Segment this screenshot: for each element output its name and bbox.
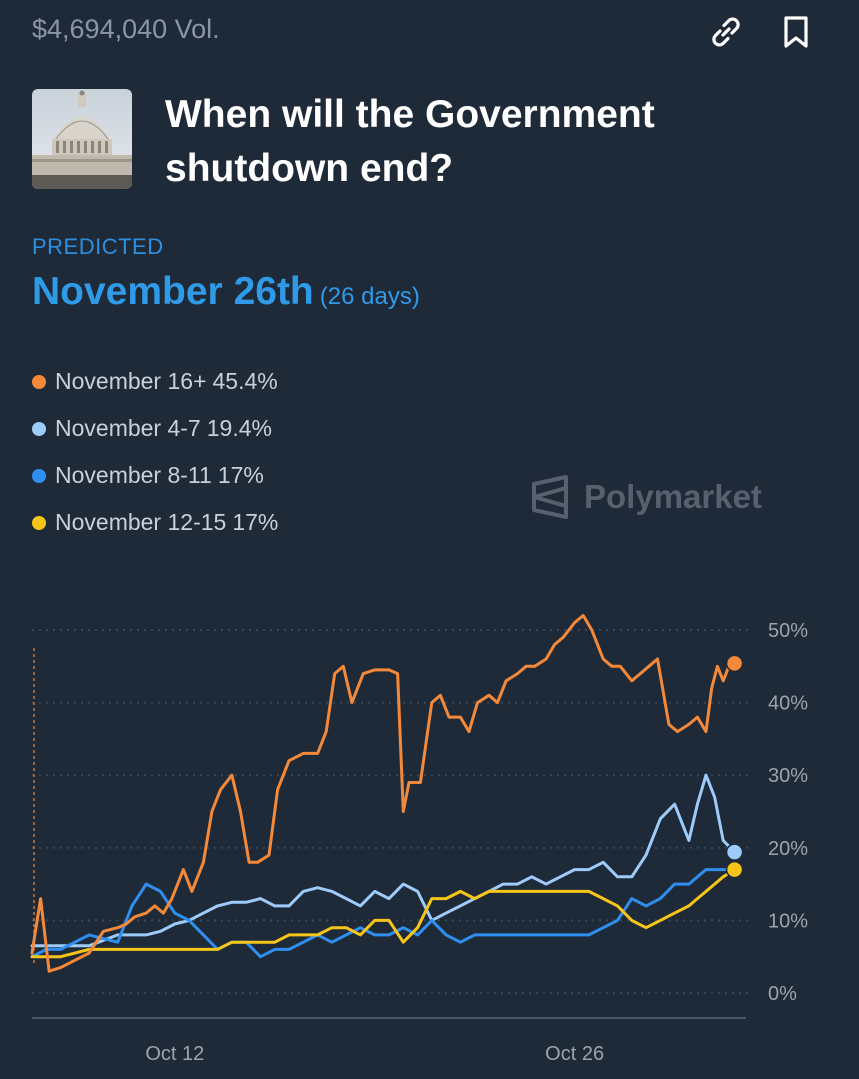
predicted-days: (26 days) <box>319 283 420 310</box>
y-tick-label: 0% <box>768 983 797 1005</box>
watermark-text: Polymarket <box>584 478 762 515</box>
legend-pct: 17% <box>232 509 279 535</box>
series-layer <box>30 614 737 973</box>
legend-dot <box>32 374 46 389</box>
legend-label: November 16+ <box>55 368 207 394</box>
predicted-outcome: November 26th (26 days) <box>32 270 420 314</box>
series-line <box>30 868 737 959</box>
bookmark-icon[interactable] <box>776 12 816 52</box>
legend-item-nov-12-15[interactable]: November 12-15 17% <box>32 499 278 546</box>
polymarket-logo-icon <box>532 475 568 519</box>
legend-dot <box>32 468 46 483</box>
y-tick-label: 30% <box>768 765 808 787</box>
predicted-label: PREDICTED <box>32 234 164 259</box>
y-axis-ticks: 50% 40% 30% 20% 10% 0% <box>768 620 808 1005</box>
legend-dot <box>32 515 46 530</box>
legend-item-nov-4-7[interactable]: November 4-7 19.4% <box>32 405 278 452</box>
legend-label: November 4-7 <box>55 415 201 441</box>
grid-layer <box>32 629 750 994</box>
legend-pct: 19.4% <box>206 415 272 441</box>
polymarket-watermark: Polymarket <box>530 474 762 520</box>
y-tick-label: 40% <box>768 693 808 715</box>
end-dot-layer <box>725 654 744 879</box>
series-line <box>30 868 737 959</box>
x-tick-label: Oct 26 <box>545 1043 604 1065</box>
legend-item-nov-16-plus[interactable]: November 16+ 45.4% <box>32 358 278 405</box>
y-tick-label: 20% <box>768 838 808 860</box>
series-end-dot <box>725 654 744 673</box>
series-end-dot <box>725 860 744 879</box>
market-thumbnail[interactable] <box>32 89 132 189</box>
series-end-dot <box>725 843 744 861</box>
price-chart: 50% 40% 30% 20% 10% 0% Oct 12 Oct 26 <box>30 614 808 1065</box>
legend: November 16+ 45.4% November 4-7 19.4% No… <box>32 358 278 546</box>
legend-label: November 8-11 <box>55 462 212 488</box>
legend-item-nov-8-11[interactable]: November 8-11 17% <box>32 452 278 499</box>
y-tick-label: 50% <box>768 620 808 642</box>
volume-text: $4,694,040 Vol. <box>32 14 220 44</box>
series-line <box>30 614 737 973</box>
legend-pct: 17% <box>217 462 264 488</box>
legend-dot <box>32 421 46 436</box>
x-tick-label: Oct 12 <box>145 1043 204 1065</box>
x-axis-ticks: Oct 12 Oct 26 <box>145 1043 604 1065</box>
legend-pct: 45.4% <box>212 368 278 394</box>
predicted-value: November 26th <box>32 270 314 313</box>
legend-label: November 12-15 <box>55 509 227 535</box>
y-tick-label: 10% <box>768 910 808 932</box>
market-title: When will the Government shutdown end? <box>165 93 655 190</box>
link-icon[interactable] <box>706 12 746 52</box>
